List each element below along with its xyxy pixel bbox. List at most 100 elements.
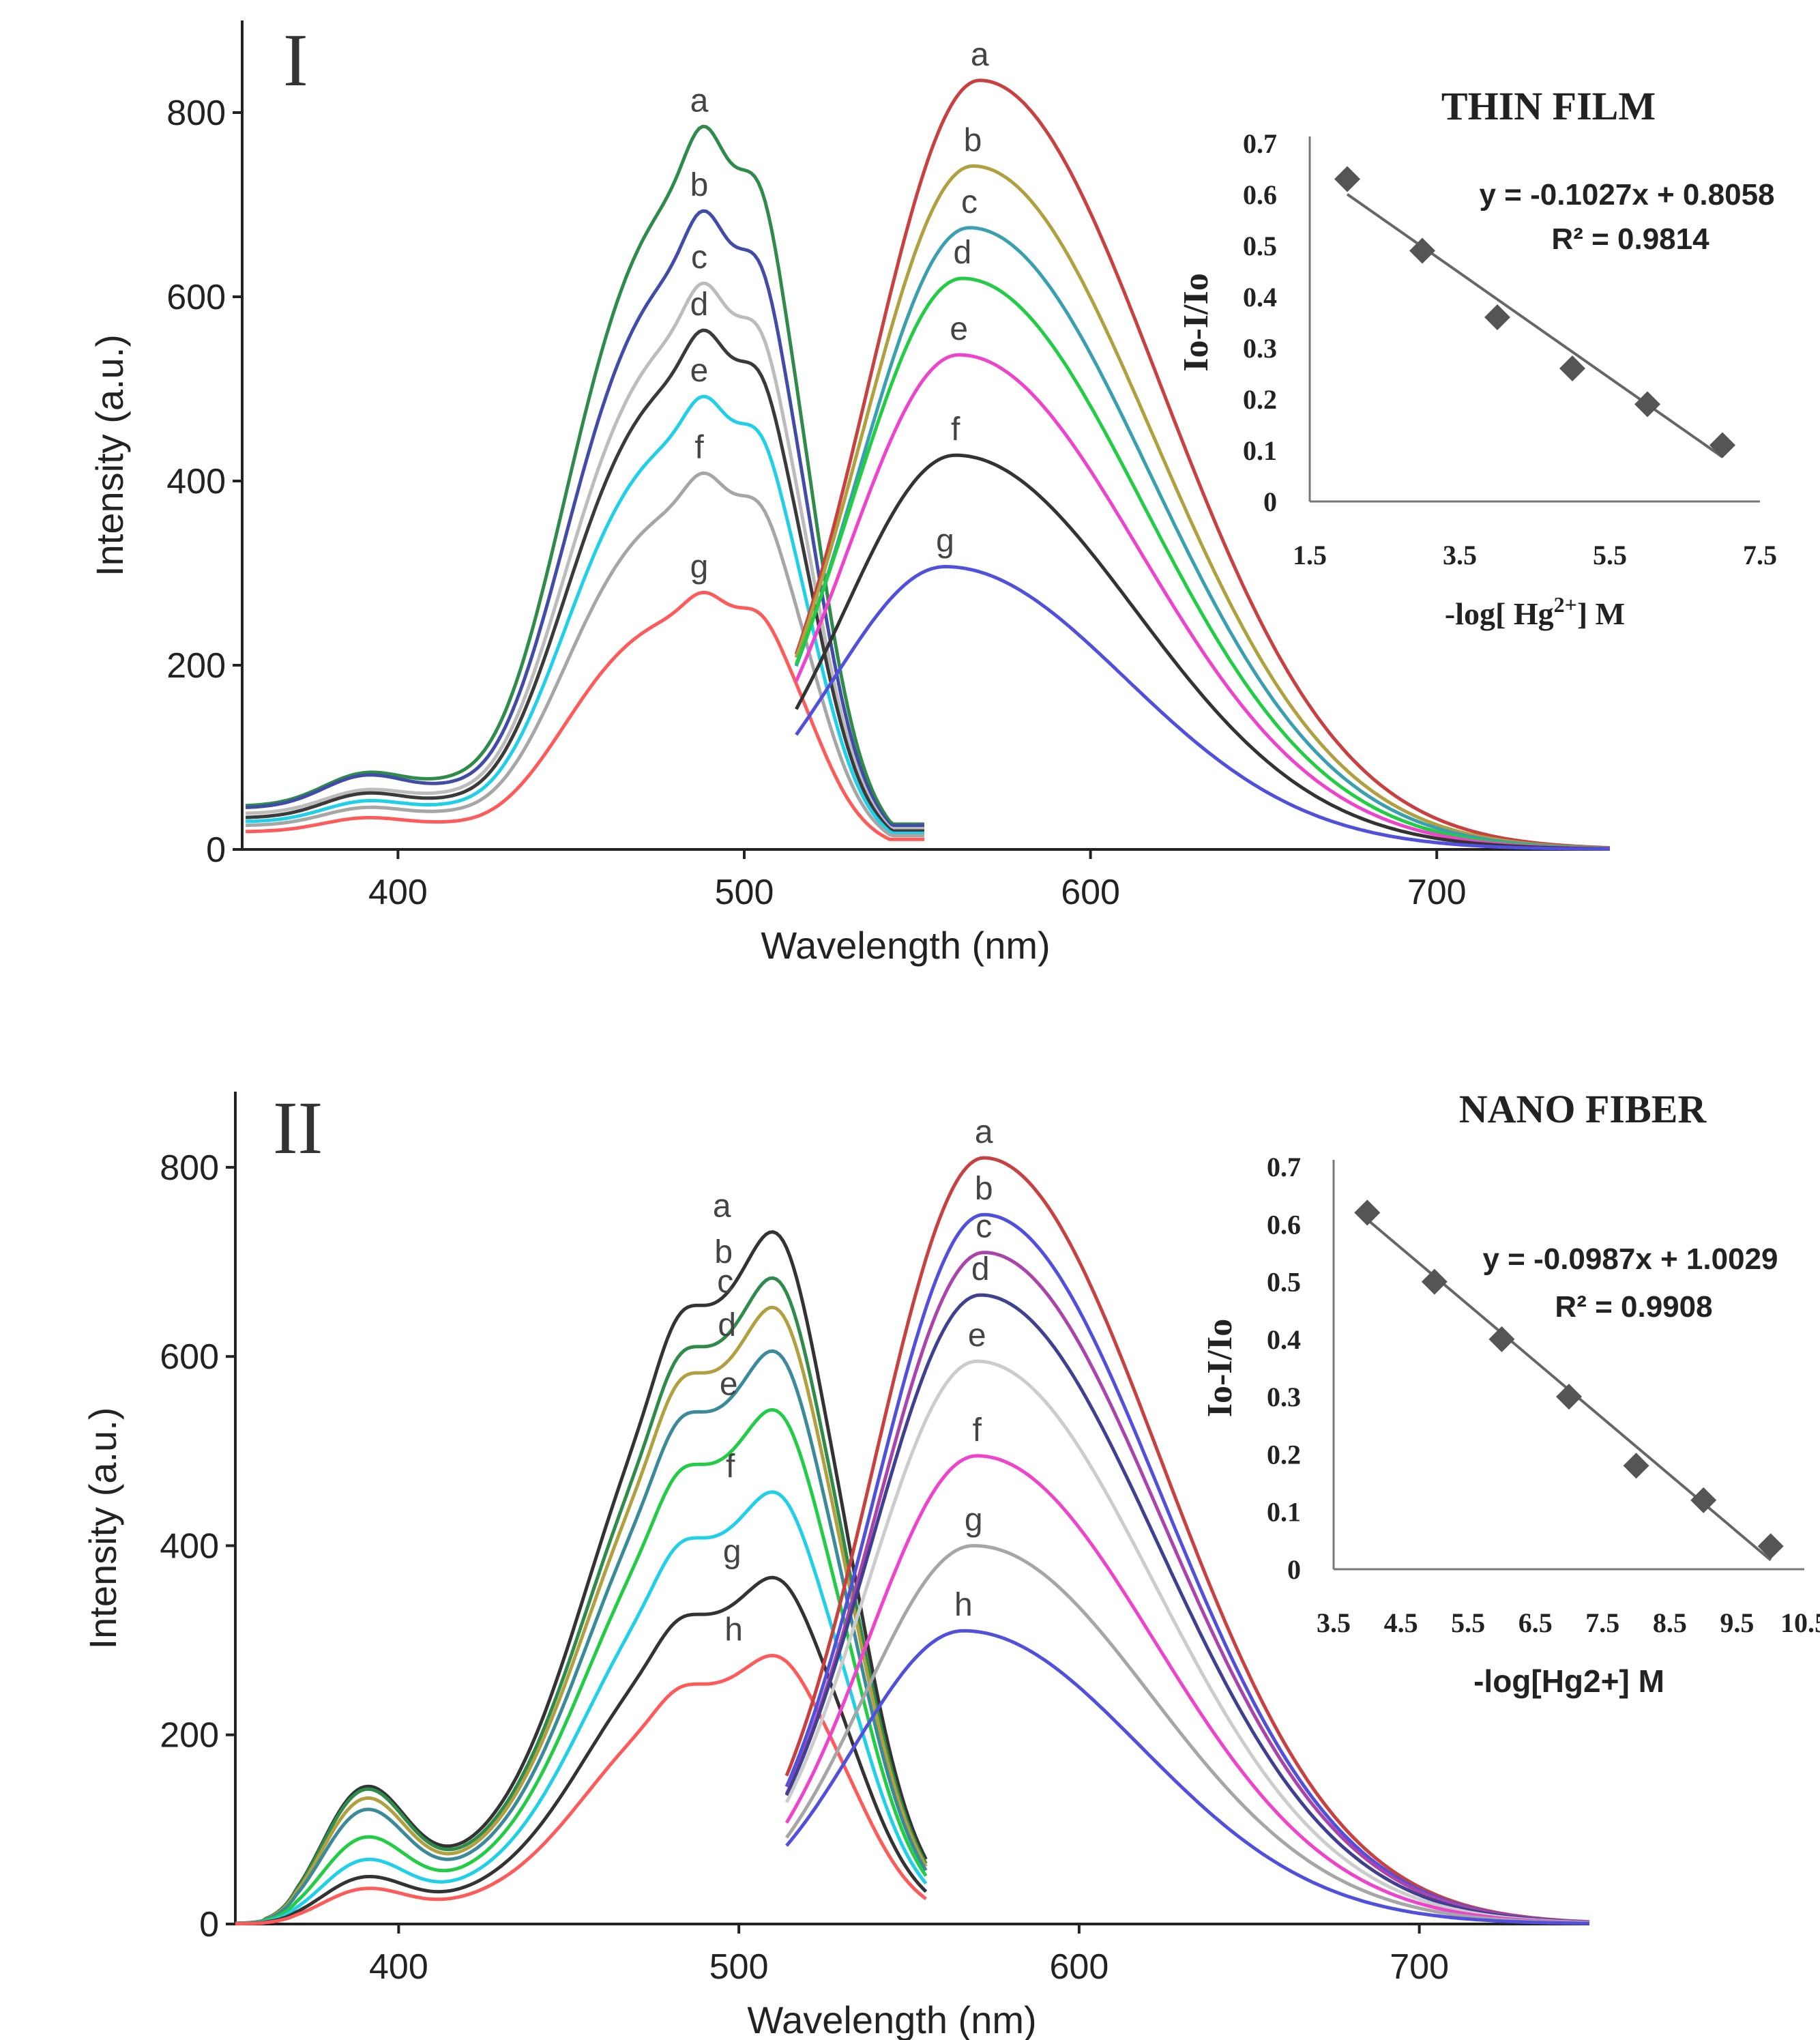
inset-data-point	[1409, 237, 1435, 264]
inset-equation: y = -0.1027x + 0.8058	[1479, 178, 1774, 212]
inset-x-tick-label: 6.5	[1518, 1607, 1553, 1638]
inset-x-tick-label: 8.5	[1653, 1607, 1687, 1638]
inset-data-point	[1556, 1384, 1582, 1410]
inset-data-point	[1484, 304, 1510, 330]
emission-label-a: a	[975, 1114, 993, 1150]
excitation-curve-c	[246, 281, 924, 831]
emission-label-f: f	[951, 411, 960, 448]
inset-x-tick-label: 10.5	[1780, 1607, 1820, 1638]
inset-x-axis-title: -log[Hg2+] M	[1473, 1663, 1664, 1699]
x-tick-label: 600	[1061, 873, 1120, 912]
excitation-curve-f	[235, 1490, 928, 1925]
inset-x-tick-label: 7.5	[1585, 1607, 1619, 1638]
emission-curve-d	[784, 1293, 1590, 1924]
emission-curve-h	[785, 1629, 1590, 1925]
y-tick-label: 200	[166, 646, 226, 686]
inset-x-tick-label: 4.5	[1384, 1607, 1418, 1638]
y-tick-label: 800	[166, 93, 226, 133]
emission-label-e: e	[968, 1317, 986, 1354]
inset-y-axis-title: Io-I/Io	[1201, 1319, 1239, 1417]
inset-r-squared: R² = 0.9814	[1551, 222, 1709, 256]
panel-II: 0 200 400 600 800 400 500 600 700 Wavelength (nm)…	[81, 1086, 1820, 2040]
y-tick-label: 600	[160, 1337, 219, 1377]
emission-curve-e	[794, 353, 1610, 851]
inset-x-tick-label: 5.5	[1451, 1607, 1485, 1638]
excitation-label-e: e	[690, 353, 709, 389]
excitation-label-g: g	[723, 1534, 742, 1570]
inset-y-tick-label: 0.1	[1267, 1497, 1301, 1528]
panel-label: II	[273, 1086, 323, 1169]
emission-label-f: f	[973, 1412, 982, 1448]
inset-title: THIN FILM	[1441, 84, 1656, 128]
emission-label-d: d	[971, 1251, 990, 1287]
excitation-curve-g	[246, 590, 924, 841]
excitation-curve-a	[246, 124, 924, 826]
inset-x-tick-label: 5.5	[1593, 540, 1627, 570]
inset-y-tick-label: 0.7	[1267, 1152, 1301, 1182]
y-tick-label: 0	[206, 830, 226, 870]
y-tick-label: 200	[160, 1716, 219, 1755]
inset-x-tick-label: 1.5	[1293, 540, 1327, 570]
excitation-label-f: f	[726, 1448, 735, 1485]
excitation-label-b: b	[690, 167, 709, 203]
y-tick-label: 0	[199, 1905, 219, 1944]
inset-x-tick-label: 3.5	[1317, 1607, 1351, 1638]
inset-y-tick-label: 0.7	[1243, 128, 1277, 159]
excitation-curve-c	[235, 1305, 928, 1925]
excitation-curve-b	[235, 1276, 928, 1925]
emission-label-g: g	[965, 1502, 983, 1538]
emission-curve-f	[784, 1454, 1590, 1925]
emission-curve-e	[784, 1359, 1590, 1925]
inset-y-tick-label: 0	[1263, 486, 1277, 517]
y-tick-label: 600	[166, 278, 226, 317]
inset-y-tick-label: 0.5	[1243, 231, 1277, 261]
excitation-label-a: a	[713, 1189, 731, 1225]
emission-curve-d	[794, 276, 1611, 851]
excitation-curve-g	[235, 1575, 928, 1925]
emission-curve-c	[784, 1251, 1590, 1924]
excitation-label-f: f	[694, 429, 704, 465]
x-axis-title: Wavelength (nm)	[747, 1998, 1036, 2040]
emission-label-c: c	[961, 184, 978, 220]
inset-y-tick-label: 0.3	[1267, 1382, 1301, 1412]
inset-data-point	[1709, 432, 1735, 458]
emission-label-c: c	[975, 1209, 992, 1245]
inset-r-squared: R² = 0.9908	[1555, 1290, 1712, 1324]
excitation-label-e: e	[720, 1366, 738, 1402]
y-tick-label: 800	[160, 1148, 219, 1188]
excitation-label-a: a	[690, 83, 709, 119]
inset-x-axis-title: -log[ Hg2+] M	[1445, 592, 1625, 631]
emission-curve-g	[784, 1543, 1590, 1925]
inset-y-axis-title: Io-I/Io	[1177, 273, 1216, 371]
y-tick-label: 400	[166, 462, 226, 501]
inset-x-tick-label: 9.5	[1720, 1607, 1754, 1638]
y-tick-label: 400	[160, 1526, 219, 1566]
inset-plot: THIN FILM 0 0.1 0.2 0.3 0.4 0.5 0.6 0.7 1.5 3.5 5.5…	[1177, 84, 1777, 631]
y-axis-title: Intensity (a.u.)	[88, 334, 131, 577]
inset-data-point	[1421, 1268, 1448, 1295]
inset-y-tick-label: 0.5	[1267, 1267, 1301, 1298]
inset-data-point	[1488, 1326, 1515, 1352]
emission-label-b: b	[964, 122, 982, 158]
inset-x-tick-label: 3.5	[1443, 540, 1477, 570]
inset-title: NANO FIBER	[1459, 1087, 1707, 1131]
inset-data-point	[1623, 1453, 1649, 1479]
inset-data-point	[1334, 166, 1360, 192]
emission-label-g: g	[936, 523, 954, 559]
excitation-curve-b	[246, 209, 924, 828]
x-tick-label: 500	[715, 873, 774, 912]
inset-y-tick-label: 0.2	[1243, 384, 1277, 415]
x-axis-title: Wavelength (nm)	[761, 924, 1050, 967]
excitation-label-d: d	[690, 287, 709, 323]
emission-curve-g	[795, 564, 1610, 851]
emission-label-b: b	[975, 1171, 993, 1207]
inset-fit-line	[1346, 193, 1724, 458]
inset-y-tick-label: 0	[1287, 1554, 1301, 1585]
inset-y-tick-label: 0.6	[1267, 1209, 1301, 1240]
excitation-label-g: g	[690, 549, 709, 585]
emission-label-h: h	[954, 1587, 973, 1623]
excitation-curve-f	[246, 471, 924, 838]
inset-plot: NANO FIBER 0 0.1 0.2 0.3 0.4 0.5 0.6 0.7 3.5 4.5 5.…	[1201, 1087, 1820, 1699]
inset-data-point	[1354, 1199, 1381, 1226]
x-tick-label: 400	[369, 1947, 428, 1987]
